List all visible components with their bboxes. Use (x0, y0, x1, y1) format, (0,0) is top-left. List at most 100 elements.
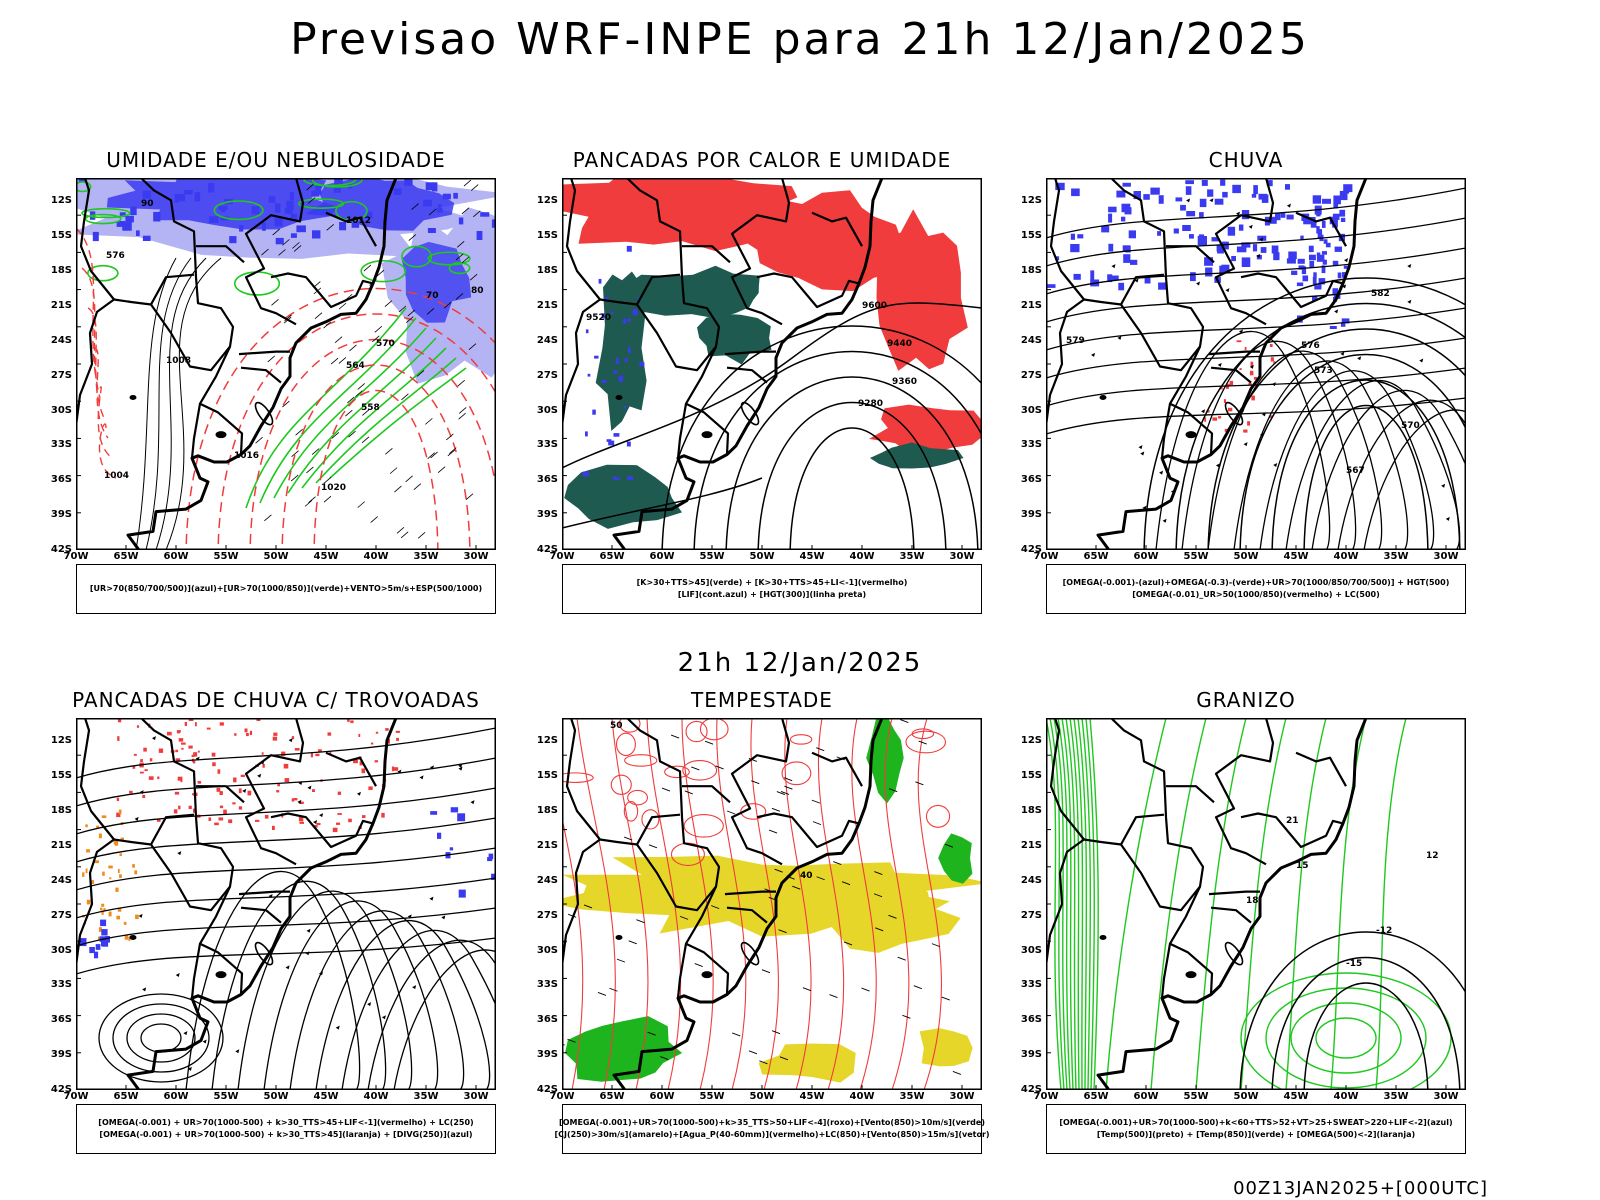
map-canvas: 9600 9520 9440 9360 9280 (562, 178, 982, 550)
latitude-tick-label: 15S (50, 770, 72, 782)
longitude-tick-label: 60W (1133, 1091, 1159, 1102)
latitude-tick-label: 27S (50, 369, 72, 381)
legend-line: [OMEGA(-0.001)-(azul)+OMEGA(-0.3)-(verde… (1062, 578, 1450, 587)
latitude-tick-label: 42S (50, 544, 72, 555)
latitude-tick-label: 15S (1020, 230, 1042, 242)
contour-label: 50 (610, 721, 623, 731)
panel-title: UMIDADE E/OU NEBULOSIDADE (106, 148, 446, 172)
latitude-tick-label: 21S (536, 299, 558, 311)
political-boundaries (1046, 178, 1368, 550)
contour-label: 1016 (234, 451, 259, 461)
longitude-tick-label: 60W (163, 551, 189, 562)
latitude-tick-label: 12S (536, 195, 558, 207)
latitude-tick-label: 30S (1020, 404, 1042, 416)
longitude-tick-label: 60W (649, 1091, 675, 1102)
longitude-tick-label: 50W (263, 551, 289, 562)
legend-line: [LIF](cont.azul) + [HGT(300)](linha pret… (677, 590, 867, 599)
latitude-tick-label: 15S (536, 770, 558, 782)
latitude-tick-label: 18S (536, 805, 558, 816)
latitude-tick-label: 24S (1020, 334, 1042, 346)
longitude-tick-label: 45W (313, 1091, 339, 1102)
latitude-tick-label: 27S (1020, 909, 1042, 921)
contour-label: 576 (106, 251, 125, 261)
latitude-tick-label: 24S (1020, 874, 1042, 886)
panel-title: GRANIZO (1196, 688, 1296, 712)
legend-line: [OMEGA(-0.001) + UR>70(1000-500) + k>30_… (98, 1118, 474, 1127)
longitude-tick-label: 30W (463, 1091, 489, 1102)
latitude-tick-label: 27S (1020, 369, 1042, 381)
longitude-tick-label: 60W (649, 551, 675, 562)
map-canvas (76, 718, 496, 1090)
legend-line: [OMEGA(-0.001)+UR>70(1000-500)+k<60+TTS>… (1059, 1118, 1453, 1127)
field-layer: 9600 9520 9440 9360 9280 (562, 178, 982, 550)
longitude-tick-label: 40W (363, 551, 389, 562)
latitude-tick-label: 42S (536, 544, 558, 555)
longitude-tick-label: 40W (1333, 1091, 1359, 1102)
contour-label: 40 (800, 871, 813, 881)
contour-label: 1008 (166, 356, 191, 366)
latitude-tick-label: 42S (536, 1084, 558, 1095)
latitude-tick-label: 12S (50, 735, 72, 747)
legend-line: [OMEGA(-0.01)_UR>50(1000/850)(vermelho) … (1132, 590, 1380, 599)
legend-line: [CJ(250)>30m/s](amarelo)+[Agua_P(40-60mm… (554, 1130, 990, 1139)
streamlines (76, 727, 496, 1090)
latitude-tick-label: 12S (536, 735, 558, 747)
longitude-tick-label: 55W (699, 551, 725, 562)
longitude-tick-label: 65W (113, 1091, 139, 1102)
latitude-tick-label: 30S (536, 404, 558, 416)
latitude-tick-label: 21S (1020, 839, 1042, 851)
map-frame (76, 718, 496, 1090)
longitude-tick-label: 50W (749, 551, 775, 562)
latitude-tick-label: 18S (1020, 265, 1042, 276)
longitude-tick-label: 70W (549, 551, 575, 562)
contour-label: 12 (1426, 851, 1439, 861)
latitude-tick-label: 27S (536, 369, 558, 381)
panel-title: TEMPESTADE (691, 688, 833, 712)
longitude-tick-label: 35W (899, 551, 925, 562)
latitude-tick-label: 33S (536, 979, 558, 991)
longitude-tick-label: 45W (799, 551, 825, 562)
contour-label: 90 (141, 199, 154, 209)
latitude-tick-label: 33S (1020, 439, 1042, 451)
second-row-time: 21h 12/Jan/2025 (677, 648, 923, 678)
panel-title: CHUVA (1208, 148, 1284, 172)
latitude-tick-label: 21S (1020, 299, 1042, 311)
longitude-tick-label: 50W (749, 1091, 775, 1102)
latitude-tick-label: 12S (1020, 735, 1042, 747)
latitude-tick-label: 15S (1020, 770, 1042, 782)
latitude-tick-label: 30S (536, 944, 558, 956)
latitude-tick-label: 42S (1020, 544, 1042, 555)
latitude-tick-label: 30S (1020, 944, 1042, 956)
field-layer: -12 -15 12 15 18 21 (1046, 718, 1466, 1090)
contour-lines (1239, 931, 1466, 1090)
legend-line: [OMEGA(-0.001)+UR>70(1000-500)+k>35_TTS>… (559, 1118, 985, 1127)
longitude-tick-label: 65W (113, 551, 139, 562)
longitude-tick-label: 30W (1433, 551, 1459, 562)
map-frame: -12 -15 12 15 18 21 (1046, 718, 1466, 1090)
longitude-tick-label: 45W (313, 551, 339, 562)
longitude-tick-label: 30W (1433, 1091, 1459, 1102)
contour-label: 18 (1246, 896, 1259, 906)
longitude-tick-label: 35W (413, 1091, 439, 1102)
panel-title: PANCADAS DE CHUVA C/ TROVOADAS (72, 688, 480, 712)
political-boundaries (1046, 718, 1368, 1090)
longitude-tick-label: 35W (413, 551, 439, 562)
longitude-tick-label: 35W (1383, 1091, 1409, 1102)
contour-label: 573 (1314, 366, 1333, 376)
longitude-tick-label: 35W (899, 1091, 925, 1102)
latitude-tick-label: 24S (536, 334, 558, 346)
latitude-tick-label: 36S (1020, 474, 1042, 486)
forecast-run-stamp: 00Z13JAN2025+[000UTC] (1233, 1178, 1488, 1199)
longitude-tick-label: 55W (699, 1091, 725, 1102)
latitude-tick-label: 39S (1020, 1049, 1042, 1061)
political-boundaries (562, 718, 884, 1090)
contour-label: 582 (1371, 289, 1390, 299)
longitude-tick-label: 35W (1383, 551, 1409, 562)
legend-line: [K>30+TTS>45](verde) + [K>30+TTS>45+LI<-… (636, 578, 908, 587)
latitude-tick-label: 33S (1020, 979, 1042, 991)
longitude-tick-label: 70W (549, 1091, 575, 1102)
contour-label: 558 (361, 403, 380, 413)
latitude-tick-label: 42S (50, 1084, 72, 1095)
latitude-tick-label: 15S (50, 230, 72, 242)
contour-label: 9360 (892, 377, 917, 387)
